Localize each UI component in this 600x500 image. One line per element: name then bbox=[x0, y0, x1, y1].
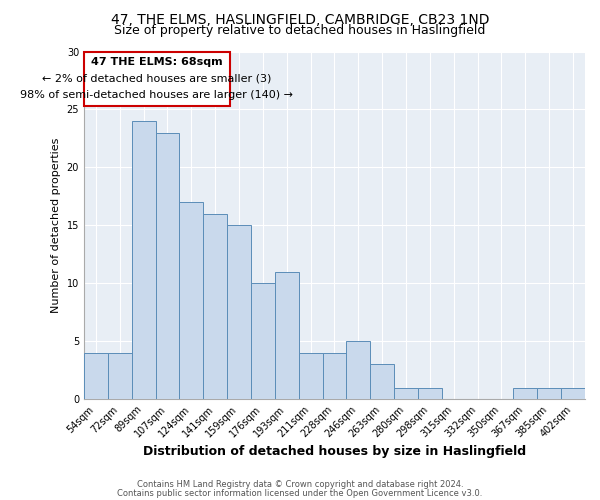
Bar bbox=[561, 388, 585, 399]
Bar bbox=[299, 353, 323, 399]
Text: 47, THE ELMS, HASLINGFIELD, CAMBRIDGE, CB23 1ND: 47, THE ELMS, HASLINGFIELD, CAMBRIDGE, C… bbox=[111, 12, 489, 26]
X-axis label: Distribution of detached houses by size in Haslingfield: Distribution of detached houses by size … bbox=[143, 444, 526, 458]
Bar bbox=[227, 226, 251, 399]
Text: ← 2% of detached houses are smaller (3): ← 2% of detached houses are smaller (3) bbox=[42, 74, 271, 84]
Bar bbox=[84, 353, 108, 399]
Bar bbox=[346, 341, 370, 399]
Bar bbox=[108, 353, 131, 399]
Bar bbox=[203, 214, 227, 399]
Bar bbox=[537, 388, 561, 399]
Bar bbox=[323, 353, 346, 399]
Bar bbox=[251, 284, 275, 399]
Bar bbox=[275, 272, 299, 399]
Bar bbox=[394, 388, 418, 399]
Text: Contains HM Land Registry data © Crown copyright and database right 2024.: Contains HM Land Registry data © Crown c… bbox=[137, 480, 463, 489]
Bar bbox=[179, 202, 203, 399]
Bar bbox=[370, 364, 394, 399]
Bar bbox=[418, 388, 442, 399]
Y-axis label: Number of detached properties: Number of detached properties bbox=[51, 138, 61, 313]
Text: Size of property relative to detached houses in Haslingfield: Size of property relative to detached ho… bbox=[115, 24, 485, 37]
Text: Contains public sector information licensed under the Open Government Licence v3: Contains public sector information licen… bbox=[118, 488, 482, 498]
Text: 98% of semi-detached houses are larger (140) →: 98% of semi-detached houses are larger (… bbox=[20, 90, 293, 101]
Bar bbox=[514, 388, 537, 399]
FancyBboxPatch shape bbox=[84, 52, 230, 106]
Bar bbox=[155, 132, 179, 399]
Bar bbox=[131, 121, 155, 399]
Text: 47 THE ELMS: 68sqm: 47 THE ELMS: 68sqm bbox=[91, 58, 223, 68]
